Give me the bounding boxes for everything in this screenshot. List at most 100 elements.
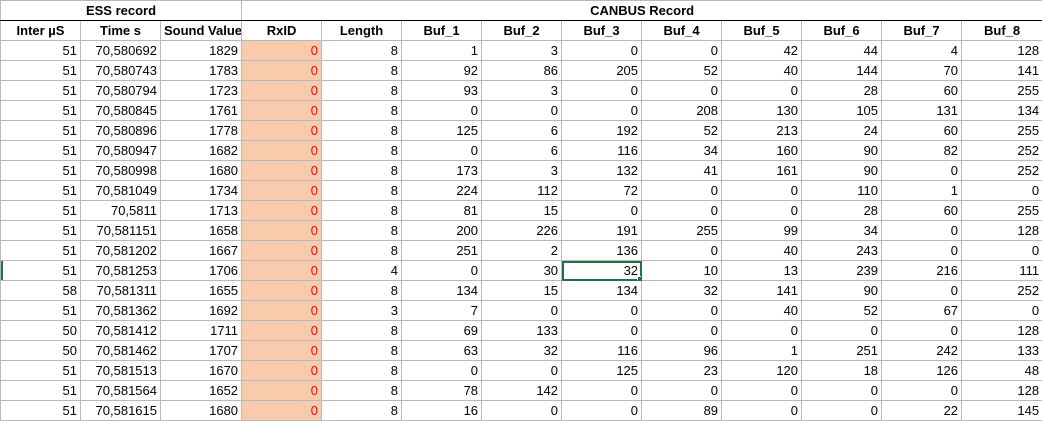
table-cell[interactable]: 0	[242, 41, 322, 61]
table-cell[interactable]: 8	[322, 381, 402, 401]
table-cell[interactable]: 226	[482, 221, 562, 241]
table-cell[interactable]: 51	[1, 301, 81, 321]
table-cell[interactable]: 1692	[161, 301, 242, 321]
table-cell[interactable]: 30	[482, 261, 562, 281]
table-cell[interactable]: 0	[882, 241, 962, 261]
table-cell[interactable]: 70,581362	[81, 301, 161, 321]
table-cell[interactable]: 32	[642, 281, 722, 301]
table-cell[interactable]: 0	[562, 301, 642, 321]
table-cell[interactable]: 70,581311	[81, 281, 161, 301]
table-cell[interactable]: 0	[562, 201, 642, 221]
table-cell[interactable]: 0	[242, 181, 322, 201]
table-cell[interactable]: 93	[402, 81, 482, 101]
table-cell[interactable]: 8	[322, 121, 402, 141]
table-cell[interactable]: 0	[962, 241, 1042, 261]
table-cell[interactable]: 0	[242, 261, 322, 281]
table-cell[interactable]: 23	[642, 361, 722, 381]
table-cell[interactable]: 99	[722, 221, 802, 241]
table-cell[interactable]: 0	[242, 161, 322, 181]
table-cell[interactable]: 51	[1, 61, 81, 81]
table-cell[interactable]: 48	[962, 361, 1042, 381]
table-cell[interactable]: 10	[642, 261, 722, 281]
table-cell[interactable]: 0	[482, 361, 562, 381]
table-cell[interactable]: 7	[402, 301, 482, 321]
table-cell[interactable]: 205	[562, 61, 642, 81]
table-cell[interactable]: 0	[962, 301, 1042, 321]
table-cell[interactable]: 50	[1, 341, 81, 361]
table-cell[interactable]: 52	[642, 61, 722, 81]
table-cell[interactable]: 90	[802, 141, 882, 161]
table-cell[interactable]: 81	[402, 201, 482, 221]
table-cell[interactable]: 70,580794	[81, 81, 161, 101]
table-cell[interactable]: 0	[562, 401, 642, 421]
table-cell[interactable]: 1680	[161, 401, 242, 421]
table-cell[interactable]: 144	[802, 61, 882, 81]
table-cell[interactable]: 1680	[161, 161, 242, 181]
table-cell[interactable]: 13	[722, 261, 802, 281]
table-cell[interactable]: 131	[882, 101, 962, 121]
table-cell[interactable]: 1706	[161, 261, 242, 281]
table-cell[interactable]: 28	[802, 201, 882, 221]
table-cell[interactable]: 252	[962, 141, 1042, 161]
table-cell[interactable]: 70,580845	[81, 101, 161, 121]
column-header[interactable]: Buf_5	[722, 21, 802, 41]
table-cell[interactable]: 78	[402, 381, 482, 401]
table-cell[interactable]: 126	[882, 361, 962, 381]
table-cell[interactable]: 134	[402, 281, 482, 301]
table-cell[interactable]: 0	[802, 381, 882, 401]
table-cell[interactable]: 69	[402, 321, 482, 341]
table-cell[interactable]: 8	[322, 61, 402, 81]
table-cell[interactable]: 70,581202	[81, 241, 161, 261]
table-cell[interactable]: 0	[402, 141, 482, 161]
table-cell[interactable]: 40	[722, 61, 802, 81]
table-cell[interactable]: 0	[242, 241, 322, 261]
table-cell[interactable]: 34	[802, 221, 882, 241]
table-cell[interactable]: 8	[322, 181, 402, 201]
table-cell[interactable]: 51	[1, 141, 81, 161]
table-cell[interactable]: 0	[642, 321, 722, 341]
table-cell[interactable]: 1711	[161, 321, 242, 341]
table-cell[interactable]: 92	[402, 61, 482, 81]
table-cell[interactable]: 191	[562, 221, 642, 241]
table-cell[interactable]: 0	[242, 341, 322, 361]
table-cell[interactable]: 0	[722, 181, 802, 201]
column-header[interactable]: Buf_2	[482, 21, 562, 41]
table-cell[interactable]: 116	[562, 341, 642, 361]
column-header[interactable]: Buf_7	[882, 21, 962, 41]
table-cell[interactable]: 24	[802, 121, 882, 141]
table-cell[interactable]: 51	[1, 181, 81, 201]
table-cell[interactable]: 116	[562, 141, 642, 161]
table-cell[interactable]: 0	[402, 261, 482, 281]
table-cell[interactable]: 51	[1, 241, 81, 261]
table-cell[interactable]: 8	[322, 341, 402, 361]
table-cell[interactable]: 208	[642, 101, 722, 121]
table-cell[interactable]: 70,581462	[81, 341, 161, 361]
table-cell[interactable]: 44	[802, 41, 882, 61]
table-cell[interactable]: 0	[242, 361, 322, 381]
table-cell[interactable]: 51	[1, 101, 81, 121]
table-cell[interactable]: 0	[802, 401, 882, 421]
table-cell[interactable]: 70,580998	[81, 161, 161, 181]
table-cell[interactable]: 252	[962, 281, 1042, 301]
column-header[interactable]: Sound Value	[161, 21, 242, 41]
table-cell[interactable]: 22	[882, 401, 962, 421]
column-header[interactable]: Inter µS	[1, 21, 81, 41]
table-cell[interactable]: 0	[242, 381, 322, 401]
table-cell[interactable]: 4	[882, 41, 962, 61]
table-cell[interactable]: 51	[1, 221, 81, 241]
table-cell[interactable]: 52	[642, 121, 722, 141]
column-header[interactable]: Buf_1	[402, 21, 482, 41]
table-cell[interactable]: 8	[322, 321, 402, 341]
table-cell[interactable]: 1670	[161, 361, 242, 381]
table-cell[interactable]: 60	[882, 81, 962, 101]
table-cell[interactable]: 72	[562, 181, 642, 201]
table-cell[interactable]: 0	[562, 101, 642, 121]
table-cell[interactable]: 0	[642, 41, 722, 61]
table-cell[interactable]: 132	[562, 161, 642, 181]
table-cell[interactable]: 52	[802, 301, 882, 321]
table-cell[interactable]: 239	[802, 261, 882, 281]
table-cell[interactable]: 70,580947	[81, 141, 161, 161]
table-cell[interactable]: 90	[802, 161, 882, 181]
table-cell[interactable]: 0	[242, 221, 322, 241]
table-cell[interactable]: 0	[882, 281, 962, 301]
